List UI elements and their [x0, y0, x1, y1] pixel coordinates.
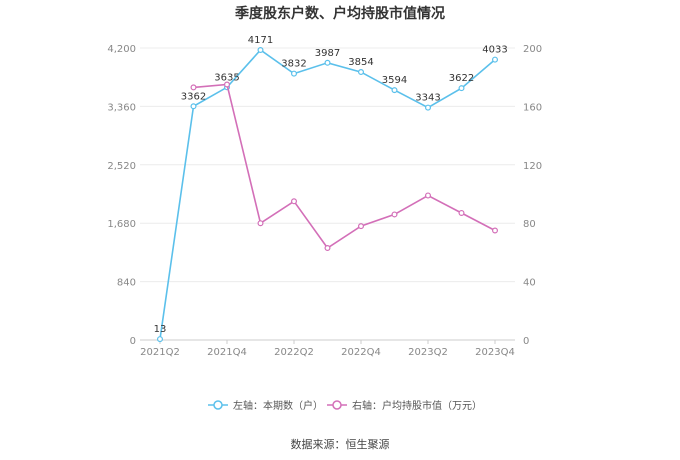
legend-label: 右轴：户均持股市值（万元） [352, 399, 482, 412]
right-axis-tick-label: 80 [523, 219, 536, 230]
left-axis-tick-label: 0 [130, 336, 136, 347]
data-point [291, 70, 298, 77]
legend-marker [332, 400, 342, 410]
data-point [224, 81, 231, 88]
data-point [324, 245, 331, 252]
data-point [425, 104, 432, 111]
data-point [391, 87, 398, 94]
left-axis-tick-label: 4,200 [107, 44, 136, 55]
data-point [157, 336, 164, 343]
data-label: 3594 [382, 75, 407, 86]
data-label: 4171 [248, 35, 273, 46]
data-point [492, 227, 499, 234]
right-axis-tick-label: 40 [523, 278, 536, 289]
right-axis-tick-label: 120 [523, 161, 542, 172]
data-label: 3854 [348, 57, 373, 68]
data-point [257, 220, 264, 227]
data-point [324, 59, 331, 66]
series-line-2 [193, 83, 496, 250]
chart-title: 季度股东户数、户均持股市值情况 [235, 6, 445, 22]
data-point [190, 103, 197, 110]
x-axis-tick-label: 2021Q2 [140, 347, 180, 358]
left-axis-tick-label: 2,520 [107, 161, 136, 172]
data-point [425, 192, 432, 199]
data-label: 13 [154, 324, 167, 335]
right-axis-tick-label: 200 [523, 44, 542, 55]
x-axis-tick-label: 2023Q2 [408, 347, 448, 358]
data-point [458, 209, 465, 216]
data-point [291, 198, 298, 205]
data-point [358, 69, 365, 76]
x-axis-tick-label: 2022Q4 [341, 347, 381, 358]
right-axis-tick-label: 0 [523, 336, 529, 347]
data-point [391, 211, 398, 218]
right-axis-tick-label: 160 [523, 102, 542, 113]
left-axis-tick-label: 3,360 [107, 102, 136, 113]
left-axis-tick-label: 840 [117, 278, 136, 289]
data-source: 数据来源：恒生聚源 [290, 438, 390, 451]
data-label: 3362 [181, 91, 206, 102]
series-line-1 [159, 48, 496, 340]
data-point [358, 223, 365, 230]
x-axis-tick-label: 2021Q4 [207, 347, 247, 358]
data-label: 3343 [415, 93, 440, 104]
data-point [190, 84, 197, 91]
data-label: 4033 [482, 45, 507, 56]
left-axis-tick-label: 1,680 [107, 219, 136, 230]
data-label: 3832 [281, 59, 306, 70]
x-axis-tick-label: 2022Q2 [274, 347, 314, 358]
legend-label: 左轴：本期数（户） [233, 399, 323, 412]
data-label: 3987 [315, 48, 340, 59]
legend-marker [213, 400, 223, 410]
data-point [257, 47, 264, 54]
data-label: 3635 [214, 72, 239, 83]
data-label: 3622 [449, 73, 474, 84]
data-point [458, 85, 465, 92]
data-point [492, 56, 499, 63]
x-axis-tick-label: 2023Q4 [475, 347, 515, 358]
